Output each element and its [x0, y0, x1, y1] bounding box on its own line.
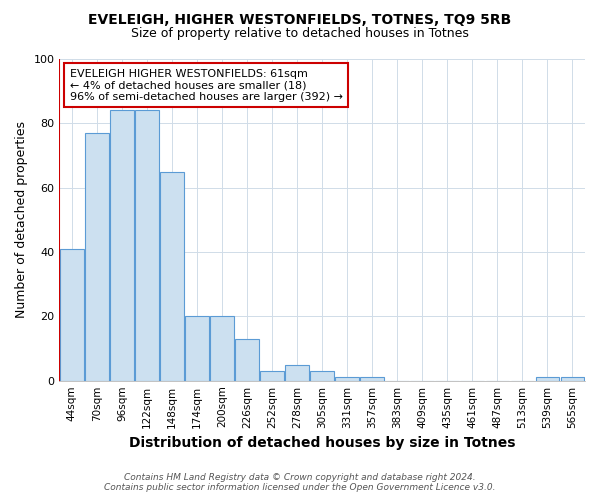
Bar — [310, 371, 334, 380]
Bar — [160, 172, 184, 380]
Bar — [110, 110, 134, 380]
Bar — [361, 378, 384, 380]
Text: EVELEIGH, HIGHER WESTONFIELDS, TOTNES, TQ9 5RB: EVELEIGH, HIGHER WESTONFIELDS, TOTNES, T… — [88, 12, 512, 26]
Bar — [260, 371, 284, 380]
Bar — [60, 249, 84, 380]
Bar — [285, 364, 309, 380]
Bar — [235, 339, 259, 380]
Bar — [85, 133, 109, 380]
Text: Contains HM Land Registry data © Crown copyright and database right 2024.
Contai: Contains HM Land Registry data © Crown c… — [104, 473, 496, 492]
X-axis label: Distribution of detached houses by size in Totnes: Distribution of detached houses by size … — [129, 436, 515, 450]
Y-axis label: Number of detached properties: Number of detached properties — [15, 122, 28, 318]
Bar — [536, 378, 559, 380]
Bar — [185, 316, 209, 380]
Text: EVELEIGH HIGHER WESTONFIELDS: 61sqm
← 4% of detached houses are smaller (18)
96%: EVELEIGH HIGHER WESTONFIELDS: 61sqm ← 4%… — [70, 68, 343, 102]
Bar — [135, 110, 159, 380]
Text: Size of property relative to detached houses in Totnes: Size of property relative to detached ho… — [131, 28, 469, 40]
Bar — [335, 378, 359, 380]
Bar — [560, 378, 584, 380]
Bar — [210, 316, 234, 380]
